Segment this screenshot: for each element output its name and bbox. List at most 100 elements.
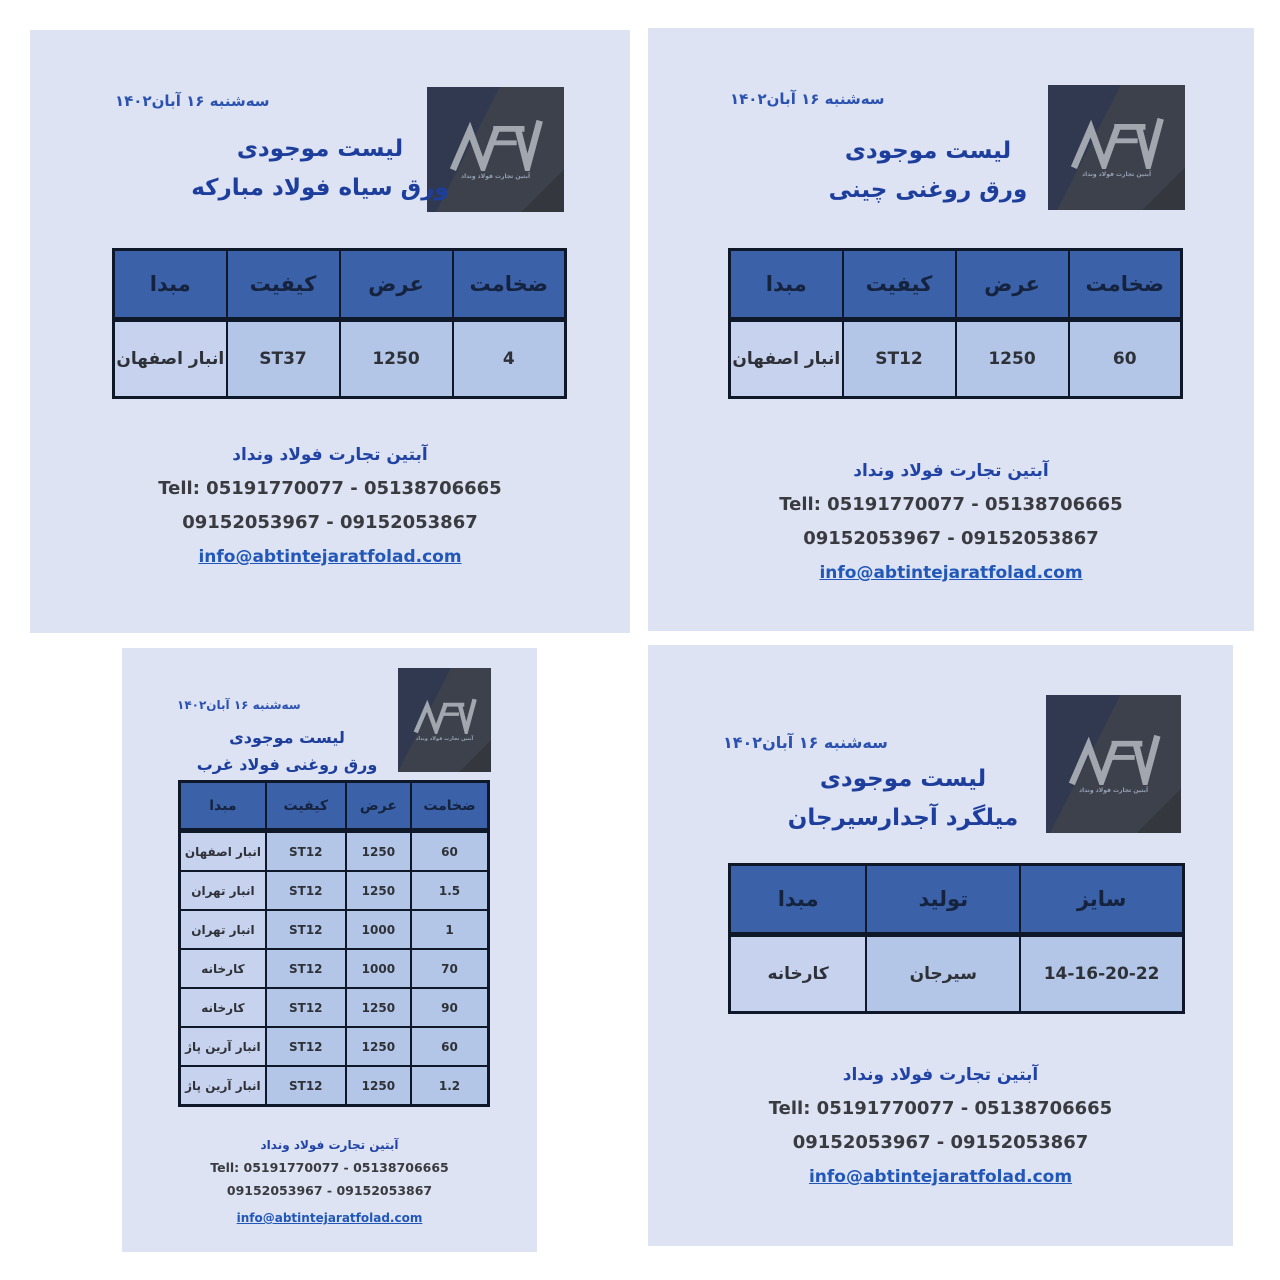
phone-line: Tell: 05191770077 - 05138706665 <box>158 478 502 499</box>
date-label: سه‌شنبه ۱۶ آبان۱۴۰۲ <box>723 733 888 752</box>
table-row: 90 1250 ST12 کارخانه <box>178 987 490 1028</box>
column-header: مبدا <box>178 780 267 833</box>
table-cell: 1250 <box>954 318 1070 399</box>
inventory-table: سایز تولید مبدا 14-16-20-22 سیرجان کارخانه <box>728 863 1185 1014</box>
logo-mev-icon <box>1071 117 1165 170</box>
contact-block: آبتین تجارت فولاد ونداد Tell: 0519177007… <box>30 445 630 567</box>
table-cell: انبار آرین پاژ <box>178 1026 267 1067</box>
inventory-table: ضخامت عرض کیفیت مبدا 60 1250 ST12 انبار اصفهان 1… <box>178 780 490 1107</box>
header-row: ضخامت عرض کیفیت مبدا <box>728 248 1183 322</box>
inventory-table: ضخامت عرض کیفیت مبدا 60 1250 ST12 انبار اصفهان <box>728 248 1183 399</box>
column-header: کیفیت <box>225 248 341 322</box>
header-row: ضخامت عرض کیفیت مبدا <box>178 780 490 833</box>
logo-caption: آبتین تجارت فولاد ونداد <box>1082 171 1152 179</box>
logo-mev-icon <box>450 119 544 172</box>
product-subtitle: میلگرد آجدارسیرجان <box>787 805 1019 831</box>
table-cell: انبار اصفهان <box>728 318 844 399</box>
table-cell: ST12 <box>264 909 347 950</box>
list-title: لیست موجودی <box>844 138 1012 164</box>
company-name: آبتین تجارت فولاد ونداد <box>260 1138 399 1152</box>
table-row: 1.2 1250 ST12 انبار آرین پاژ <box>178 1065 490 1107</box>
email-link[interactable]: info@abtintejaratfolad.com <box>808 1167 1073 1187</box>
mobile-line: 09152053967 - 09152053867 <box>792 1132 1089 1153</box>
table-cell: انبار آرین پاژ <box>178 1065 267 1107</box>
table-cell: 70 <box>410 948 490 989</box>
contact-block: آبتین تجارت فولاد ونداد Tell: 0519177007… <box>648 1065 1233 1187</box>
date-label: سه‌شنبه ۱۶ آبان۱۴۰۲ <box>177 698 301 712</box>
company-logo: آبتین تجارت فولاد ونداد <box>1048 85 1185 210</box>
date-label: سه‌شنبه ۱۶ آبان۱۴۰۲ <box>115 92 270 110</box>
product-subtitle: ورق سیاه فولاد مبارکه <box>191 175 449 201</box>
column-header: مبدا <box>728 863 868 937</box>
logo-caption: آبتین تجارت فولاد ونداد <box>461 173 531 181</box>
table-cell: کارخانه <box>178 948 267 989</box>
title-block: لیست موجودی ورق روغنی چینی <box>728 132 1128 210</box>
logo-caption: آبتین تجارت فولاد ونداد <box>1079 787 1149 795</box>
column-header: عرض <box>344 780 413 833</box>
list-title: لیست موجودی <box>229 728 345 747</box>
column-header: تولید <box>865 863 1022 937</box>
email-link[interactable]: info@abtintejaratfolad.com <box>236 1211 423 1225</box>
company-logo: آبتین تجارت فولاد ونداد <box>398 668 491 772</box>
table-cell: 1250 <box>344 1065 413 1107</box>
inventory-table: ضخامت عرض کیفیت مبدا 4 1250 ST37 انبار اصفهان <box>112 248 567 399</box>
table-cell: 1.2 <box>410 1065 490 1107</box>
column-header: مبدا <box>112 248 228 322</box>
column-header: ضخامت <box>1067 248 1183 322</box>
table-cell: انبار تهران <box>178 870 267 911</box>
phone-line: Tell: 05191770077 - 05138706665 <box>779 494 1123 515</box>
table-row: 60 1250 ST12 انبار اصفهان <box>178 829 490 872</box>
product-subtitle: ورق روغنی چینی <box>828 177 1028 203</box>
table-cell: انبار تهران <box>178 909 267 950</box>
column-header: عرض <box>338 248 454 322</box>
company-name: آبتین تجارت فولاد ونداد <box>842 1065 1039 1085</box>
table-cell: ST12 <box>264 829 347 872</box>
title-block: لیست موجودی ورق سیاه فولاد مبارکه <box>120 130 520 208</box>
column-header: سایز <box>1019 863 1185 937</box>
table-cell: 14-16-20-22 <box>1019 933 1185 1014</box>
table-cell: انبار اصفهان <box>178 829 267 872</box>
table-cell: 60 <box>1067 318 1183 399</box>
mobile-line: 09152053967 - 09152053867 <box>226 1183 433 1198</box>
list-title: لیست موجودی <box>236 136 404 162</box>
table-cell: ST12 <box>841 318 957 399</box>
list-title: لیست موجودی <box>819 766 987 792</box>
table-cell: ST12 <box>264 987 347 1028</box>
table-cell: انبار اصفهان <box>112 318 228 399</box>
table-cell: کارخانه <box>178 987 267 1028</box>
card-milgard-ajdar-sirjan: سه‌شنبه ۱۶ آبان۱۴۰۲ آبتین تجارت فولاد ون… <box>648 645 1233 1246</box>
table-cell: 1000 <box>344 948 413 989</box>
column-header: کیفیت <box>264 780 347 833</box>
company-name: آبتین تجارت فولاد ونداد <box>232 445 428 465</box>
title-block: لیست موجودی میلگرد آجدارسیرجان <box>703 760 1103 838</box>
phone-line: Tell: 05191770077 - 05138706665 <box>210 1160 449 1175</box>
mobile-line: 09152053967 - 09152053867 <box>803 528 1099 549</box>
table-cell: 1250 <box>344 1026 413 1067</box>
table-cell: 1250 <box>344 987 413 1028</box>
column-header: ضخامت <box>410 780 490 833</box>
table-row: 1.5 1250 ST12 انبار تهران <box>178 870 490 911</box>
header-row: سایز تولید مبدا <box>728 863 1185 937</box>
table-cell: ST37 <box>225 318 341 399</box>
table-cell: ST12 <box>264 948 347 989</box>
logo-caption: آبتین تجارت فولاد ونداد <box>415 735 474 742</box>
phone-line: Tell: 05191770077 - 05138706665 <box>768 1098 1113 1119</box>
column-header: ضخامت <box>451 248 567 322</box>
card-varagh-siah-mobarakeh: سه‌شنبه ۱۶ آبان۱۴۰۲ آبتین تجارت فولاد ون… <box>30 30 630 633</box>
email-link[interactable]: info@abtintejaratfolad.com <box>198 547 462 567</box>
table-cell: 60 <box>410 1026 490 1067</box>
title-block: لیست موجودی ورق روغنی فولاد غرب <box>152 724 422 778</box>
table-cell: 1250 <box>338 318 454 399</box>
table-cell: 60 <box>410 829 490 872</box>
table-cell: 1 <box>410 909 490 950</box>
table-cell: 1.5 <box>410 870 490 911</box>
table-cell: کارخانه <box>728 933 868 1014</box>
table-cell: 1250 <box>344 829 413 872</box>
card-varagh-roghani-foolad-gharb: سه‌شنبه ۱۶ آبان۱۴۰۲ آبتین تجارت فولاد ون… <box>122 648 537 1252</box>
column-header: مبدا <box>728 248 844 322</box>
email-link[interactable]: info@abtintejaratfolad.com <box>819 563 1083 583</box>
mobile-line: 09152053967 - 09152053867 <box>182 512 478 533</box>
logo-mev-icon <box>413 698 477 734</box>
table-cell: سیرجان <box>865 933 1022 1014</box>
